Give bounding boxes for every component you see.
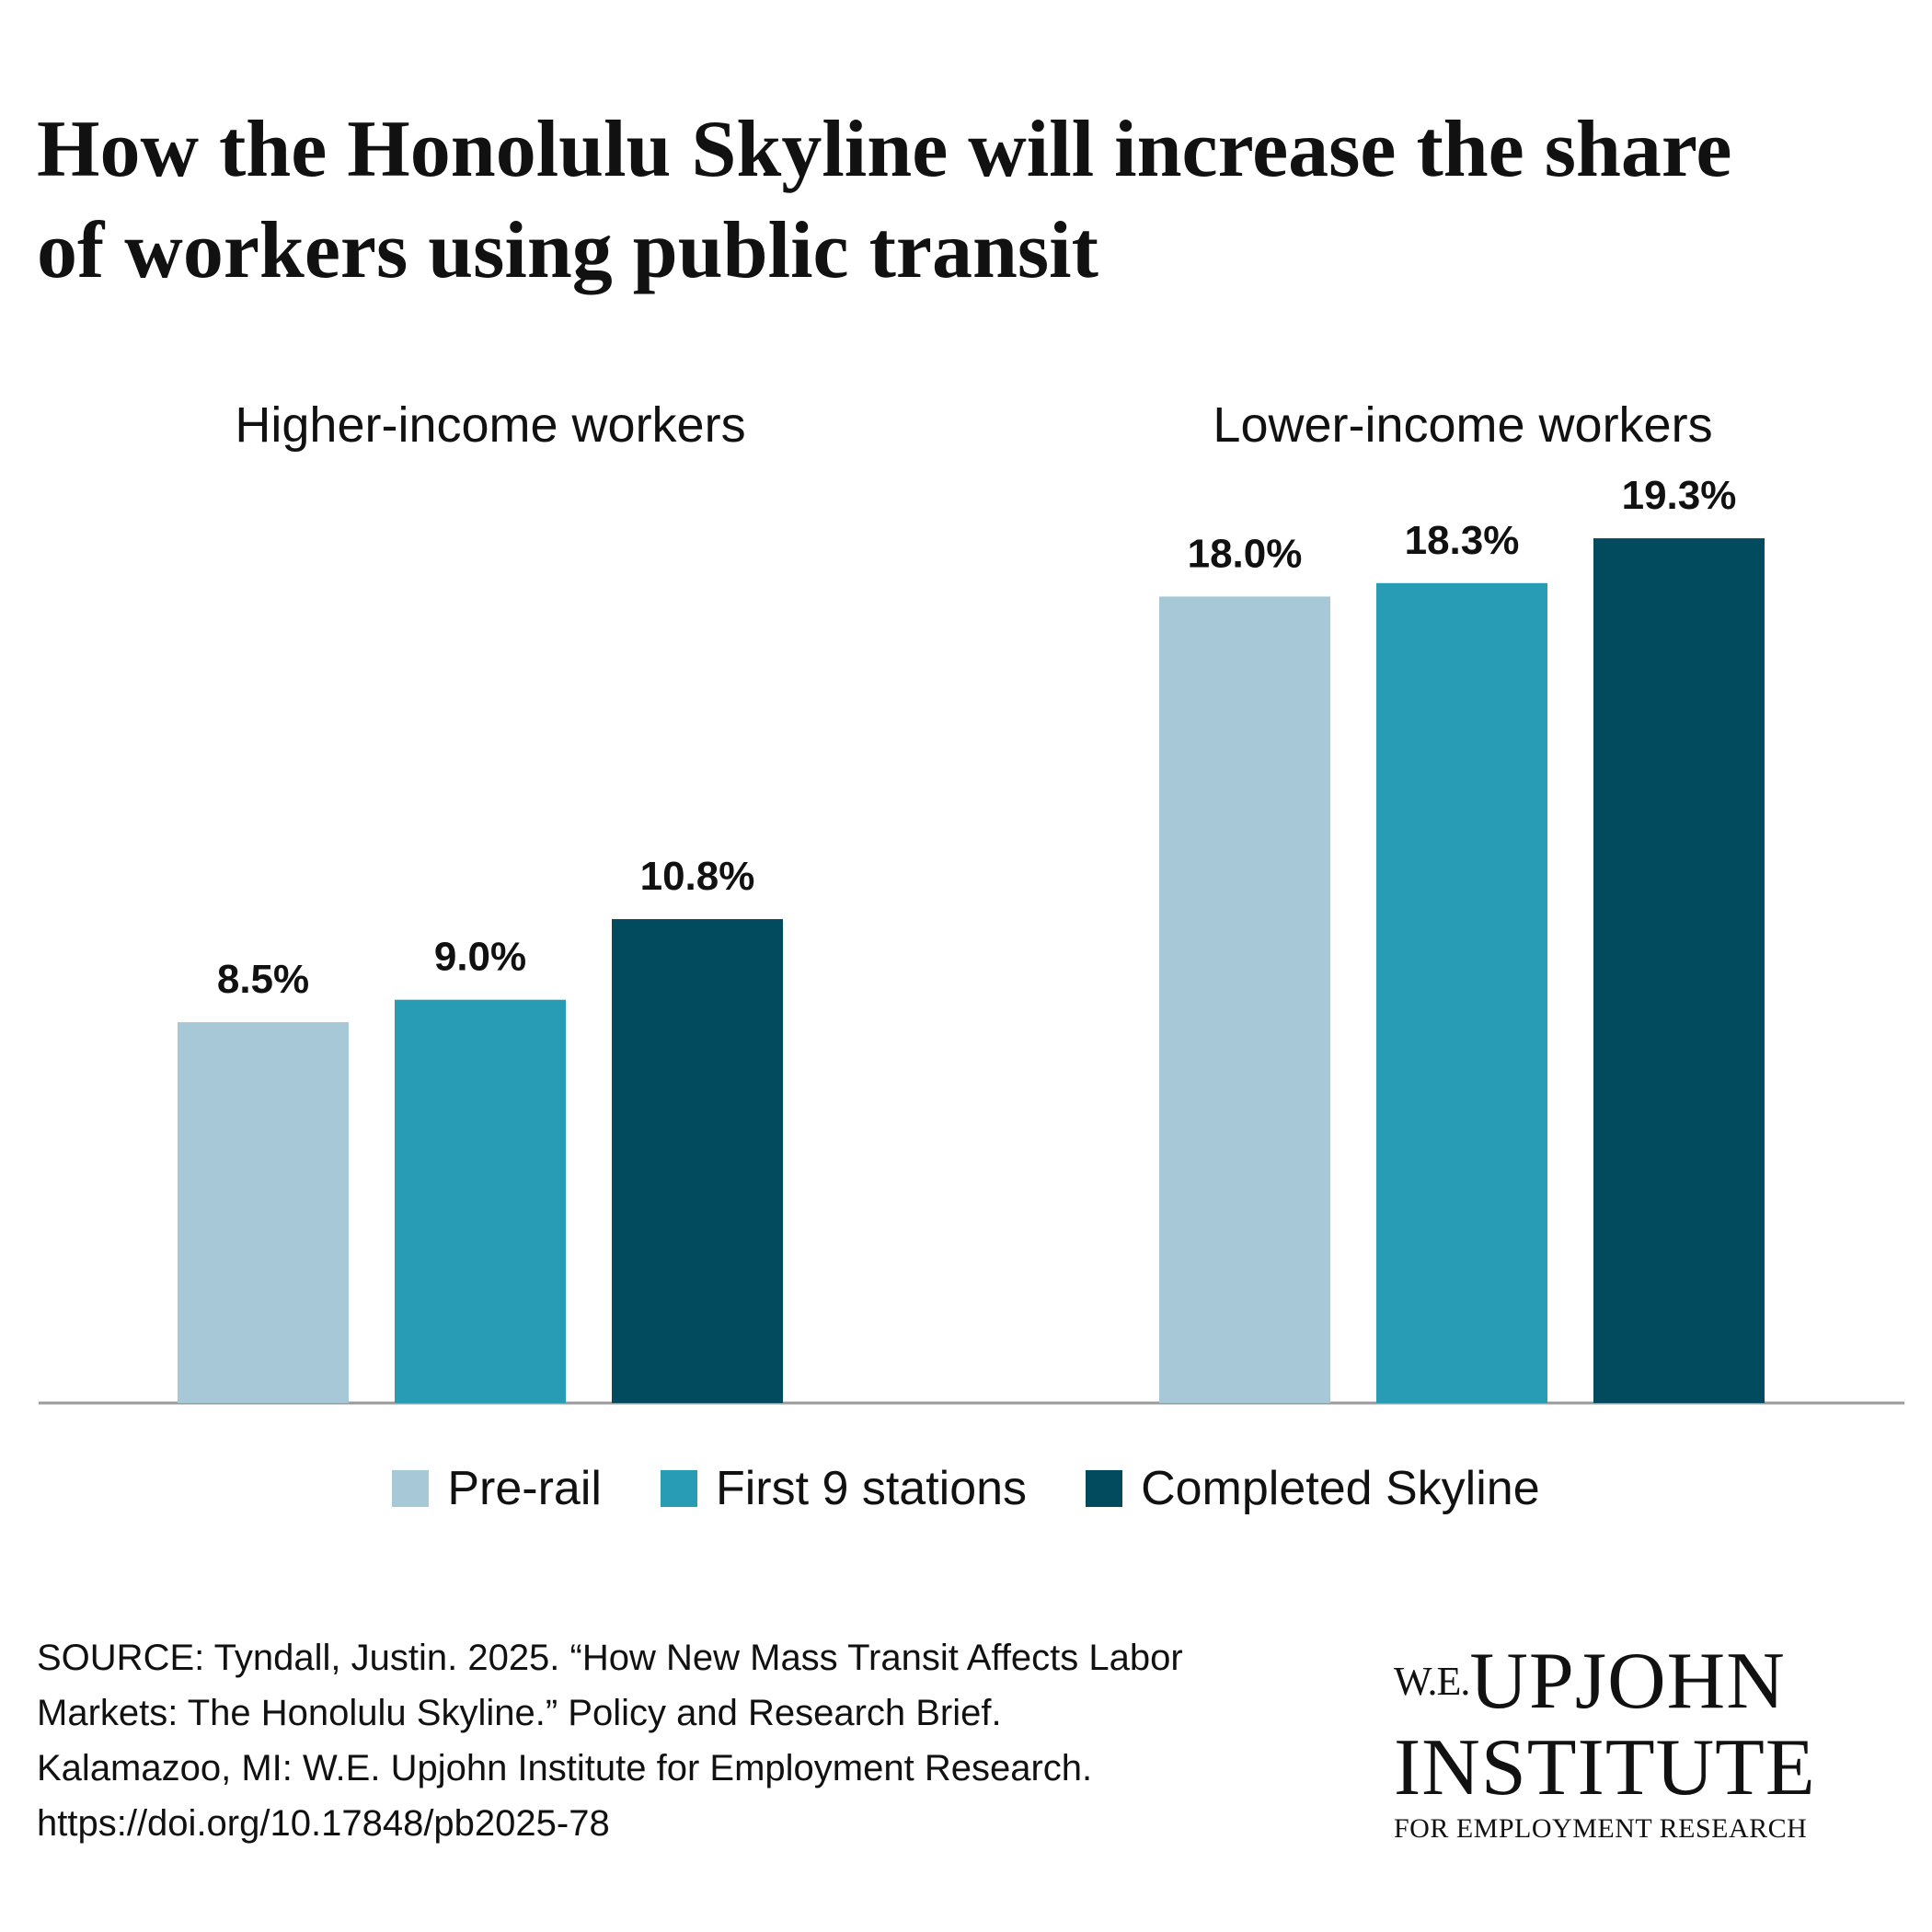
legend-item-completed-skyline: Completed Skyline (1086, 1461, 1540, 1516)
legend-swatch-first-9-stations (660, 1470, 697, 1507)
bar-lower-income-workers-completed-skyline (1593, 538, 1765, 1403)
value-label-lower-income-workers-completed-skyline: 19.3% (1622, 473, 1737, 518)
bar-higher-income-workers-first-9-stations (395, 999, 566, 1403)
chart-legend: Pre-rail First 9 stations Completed Skyl… (0, 1461, 1932, 1516)
bar-higher-income-workers-completed-skyline (612, 919, 783, 1403)
logo-institute: INSTITUTE (1394, 1723, 1816, 1812)
source-line-3: Kalamazoo, MI: W.E. Upjohn Institute for… (37, 1748, 1093, 1788)
source-note: SOURCE: Tyndall, Justin. 2025. “How New … (37, 1630, 1325, 1851)
source-line-1: SOURCE: Tyndall, Justin. 2025. “How New … (37, 1638, 1183, 1678)
source-line-2: Markets: The Honolulu Skyline.” Policy a… (37, 1693, 1002, 1733)
legend-swatch-completed-skyline (1086, 1470, 1123, 1507)
upjohn-institute-logo: W.E.UPJOHN INSTITUTE FOR EMPLOYMENT RESE… (1394, 1639, 1872, 1846)
source-line-4: https://doi.org/10.17848/pb2025-78 (37, 1803, 610, 1844)
legend-item-first-9-stations: First 9 stations (660, 1461, 1028, 1516)
legend-item-pre-rail: Pre-rail (392, 1461, 602, 1516)
legend-label-completed-skyline: Completed Skyline (1141, 1462, 1540, 1515)
legend-label-pre-rail: Pre-rail (447, 1462, 602, 1515)
bar-higher-income-workers-pre-rail (178, 1022, 349, 1403)
bar-lower-income-workers-first-9-stations (1376, 582, 1547, 1403)
logo-tagline: FOR EMPLOYMENT RESEARCH (1394, 1813, 1808, 1844)
legend-swatch-pre-rail (392, 1470, 430, 1507)
group-label-lower-income-workers: Lower-income workers (1213, 397, 1712, 453)
value-label-higher-income-workers-pre-rail: 8.5% (217, 957, 309, 1002)
logo-we: W.E. (1394, 1659, 1470, 1704)
value-label-lower-income-workers-first-9-stations: 18.3% (1405, 518, 1520, 563)
logo-line-1: W.E.UPJOHN (1394, 1639, 1872, 1724)
chart-title: How the Honolulu Skyline will increase t… (37, 99, 1895, 302)
title-line-1: How the Honolulu Skyline will increase t… (37, 105, 1732, 194)
group-label-higher-income-workers: Higher-income workers (235, 397, 745, 453)
bar-lower-income-workers-pre-rail (1159, 596, 1330, 1403)
value-label-lower-income-workers-pre-rail: 18.0% (1188, 531, 1303, 576)
value-label-higher-income-workers-completed-skyline: 10.8% (640, 854, 755, 899)
title-line-2: of workers using public transit (37, 206, 1098, 295)
bar-chart: Higher-income workers 8.5% 9.0% 10.8% Lower-… (39, 397, 1904, 1405)
legend-label-first-9-stations: First 9 stations (715, 1462, 1028, 1515)
value-label-higher-income-workers-first-9-stations: 9.0% (434, 935, 526, 980)
logo-upjohn: UPJOHN (1469, 1637, 1786, 1726)
